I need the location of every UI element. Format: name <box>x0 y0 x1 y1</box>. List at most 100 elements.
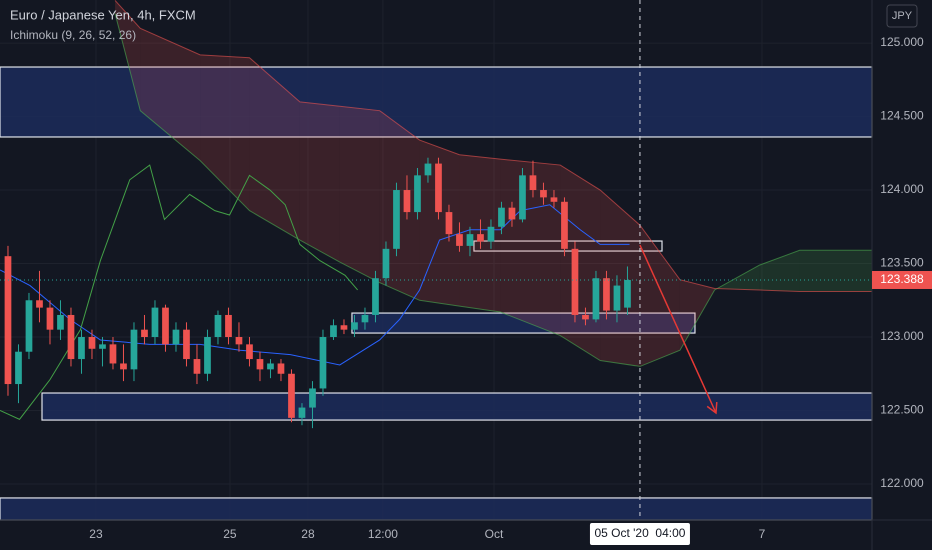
candle-body <box>214 314 222 338</box>
candle-body <box>487 226 495 242</box>
x-tick-label: 28 <box>301 527 315 541</box>
candle-body <box>309 388 316 408</box>
candle-body <box>519 175 526 220</box>
candle-body <box>277 363 285 374</box>
candle-body <box>120 363 127 370</box>
candle-body <box>571 248 579 315</box>
cloud-fill <box>140 28 201 161</box>
cloud-fill <box>459 154 501 313</box>
candle-body <box>372 278 379 315</box>
candle-body <box>141 329 148 338</box>
zone <box>0 497 873 521</box>
zone <box>473 240 663 252</box>
candle-body <box>414 175 421 213</box>
candle-body <box>225 314 232 338</box>
cloud-fill <box>640 225 680 367</box>
candle-body <box>25 300 33 352</box>
candle-body <box>130 329 138 370</box>
y-tick-label: 124.000 <box>880 182 924 196</box>
candle-body <box>561 201 568 249</box>
last-price-box <box>872 270 932 289</box>
cloud-fill <box>799 250 873 292</box>
cloud-line <box>114 13 873 367</box>
candle-body <box>298 407 306 418</box>
zone <box>0 66 873 138</box>
candle-body <box>57 314 64 330</box>
cloud-fill <box>115 0 141 111</box>
cloud-fill <box>299 101 340 263</box>
cloud-fill <box>200 54 250 211</box>
candle-body <box>330 325 337 338</box>
candle-body <box>109 344 117 364</box>
candle-body <box>603 278 610 311</box>
candle-body <box>36 300 43 308</box>
indicator-label: Ichimoku (9, 26, 52, 26) <box>10 28 136 42</box>
candle-body <box>288 373 295 418</box>
indicator-line <box>0 204 630 366</box>
y-tick-label: 123.000 <box>880 329 924 343</box>
candle-body <box>151 307 159 338</box>
x-tick-label: 12:00 <box>368 527 398 541</box>
candle-body <box>424 163 432 176</box>
arrow <box>639 244 717 414</box>
candle-body <box>582 314 589 320</box>
candle-body <box>88 337 96 349</box>
candle-body <box>361 314 369 323</box>
zone <box>41 392 873 421</box>
candle-body <box>592 278 600 320</box>
crosshair-label-box <box>589 523 690 545</box>
cloud-fill <box>249 57 300 241</box>
candle-body <box>498 207 505 227</box>
candle-body <box>445 212 453 235</box>
cloud-fill <box>560 165 601 361</box>
candle-body <box>393 190 400 249</box>
candle-body <box>508 207 516 220</box>
candle-body <box>78 337 85 360</box>
candle-body <box>15 351 22 385</box>
candle-body <box>613 285 621 311</box>
candle-body <box>550 197 558 202</box>
arrow-head <box>706 401 718 415</box>
candle-body <box>162 307 169 345</box>
y-tick-label: 122.000 <box>880 476 924 490</box>
cloud-line <box>114 0 873 292</box>
candle-body <box>340 325 348 330</box>
candle-body <box>99 344 106 349</box>
candle-body <box>4 256 12 385</box>
cloud-fill <box>600 190 641 367</box>
cloud-fill <box>759 250 800 292</box>
y-tick-label: 122.500 <box>880 403 924 417</box>
candle-body <box>456 234 463 246</box>
currency-button[interactable] <box>886 4 918 28</box>
indicator-line <box>0 164 358 420</box>
crosshair-label: 05 Oct '20 04:00 <box>594 526 685 540</box>
candle-body <box>46 307 54 330</box>
currency-label: JPY <box>892 10 913 22</box>
x-tick-label: 23 <box>89 527 103 541</box>
candle-body <box>382 248 390 279</box>
candle-body <box>183 329 190 360</box>
y-tick-label: 125.000 <box>880 35 924 49</box>
candle-body <box>204 337 211 374</box>
y-tick-label: 124.500 <box>880 109 924 123</box>
last-price-label: 123.388 <box>880 272 924 286</box>
candle-body <box>351 322 358 330</box>
candle-body <box>172 329 180 345</box>
candle-body <box>477 234 484 242</box>
candle-body <box>235 337 243 345</box>
candle-body <box>267 363 274 370</box>
chart-title: Euro / Japanese Yen, 4h, FXCM <box>10 7 196 22</box>
x-tick-label: 25 <box>223 527 237 541</box>
candle-body <box>540 190 547 198</box>
cloud-fill <box>500 159 561 336</box>
y-tick-label: 123.500 <box>880 256 924 270</box>
candle-body <box>246 344 253 360</box>
candle-body <box>624 279 631 308</box>
candle-body <box>67 314 75 360</box>
candle-body <box>466 234 474 246</box>
candle-body <box>256 359 264 370</box>
candle-body <box>403 190 411 213</box>
candle-body <box>193 359 201 374</box>
candle-body <box>319 337 327 389</box>
candle-body <box>435 163 442 213</box>
